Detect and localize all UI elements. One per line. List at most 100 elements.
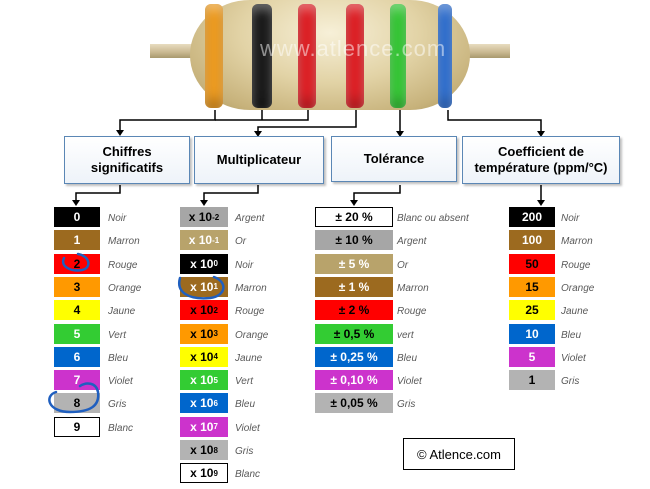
- multiplicateur-swatch: x 10 4: [180, 346, 228, 367]
- coefficient-value: 15: [525, 279, 539, 294]
- category-tolerance: Tolérance: [331, 136, 457, 182]
- coefficient-color-label: Noir: [561, 213, 580, 224]
- tolerance-swatch: ± 0,05 %: [315, 393, 393, 414]
- annotation-circle-2: [61, 252, 90, 272]
- chiffres-value: 1: [73, 233, 81, 248]
- multiplicateur-exponent: -2: [212, 212, 220, 222]
- coefficient-value: 5: [528, 349, 536, 364]
- tolerance-color-label: vert: [397, 329, 414, 341]
- chiffres-value: 8: [73, 396, 81, 411]
- coefficient-color-label: Rouge: [561, 259, 591, 271]
- chiffres-swatch: 4: [54, 300, 100, 321]
- tolerance-color-label: Violet: [397, 376, 422, 388]
- chiffres-value: 3: [73, 279, 81, 294]
- multiplicateur-value: x 10: [190, 256, 214, 271]
- annotation-circle-x101: [178, 275, 225, 300]
- multiplicateur-color-label: Bleu: [235, 399, 256, 411]
- chiffres-color-label: Noir: [108, 213, 127, 224]
- multiplicateur-value: x 10: [190, 326, 214, 341]
- chiffres-value: 4: [73, 303, 81, 318]
- coefficient-swatch: 25: [509, 300, 555, 321]
- chiffres-swatch: 2: [54, 253, 100, 274]
- multiplicateur-value: x 10: [190, 303, 214, 318]
- category-chiffres-significatifs: Chiffres significatifs: [64, 136, 190, 184]
- coefficient-color-label: Jaune: [561, 306, 589, 318]
- multiplicateur-swatch: x 10 6: [180, 393, 228, 414]
- resistor-illustration: www.atlence.com: [150, 0, 510, 112]
- multiplicateur-swatch: x 10 2: [180, 300, 228, 321]
- tolerance-value: ± 20 %: [335, 210, 373, 224]
- multiplicateur-color-label: Noir: [235, 259, 254, 271]
- resistor-band-4: [346, 4, 364, 108]
- coefficient-value: 1: [528, 373, 536, 388]
- coefficient-color-label: Marron: [561, 236, 593, 248]
- multiplicateur-color-label: Gris: [235, 446, 254, 457]
- multiplicateur-exponent: 6: [213, 398, 218, 408]
- multiplicateur-swatch: x 10 7: [180, 416, 228, 437]
- multiplicateur-value: x 10: [190, 396, 214, 411]
- category-coefficient-line1: Coefficient de: [498, 144, 584, 159]
- annotation-circle-8: [48, 382, 100, 414]
- chiffres-swatch: 5: [54, 323, 100, 344]
- chiffres-swatch: 1: [54, 230, 100, 251]
- tolerance-swatch: ± 0,10 %: [315, 370, 393, 391]
- tolerance-swatch: ± 10 %: [315, 230, 393, 251]
- chiffres-color-label: Blanc: [108, 422, 134, 434]
- category-chiffres-line2: significatifs: [90, 160, 164, 175]
- chiffres-color-label: Bleu: [108, 352, 129, 364]
- multiplicateur-value: x 10: [188, 233, 213, 248]
- chiffres-value: 0: [73, 210, 81, 224]
- chiffres-value: 5: [73, 326, 81, 341]
- tolerance-color-label: Marron: [397, 282, 429, 294]
- coefficient-value: 10: [525, 326, 539, 341]
- copyright-box: © Atlence.com: [403, 438, 515, 470]
- coefficient-swatch: 100: [509, 230, 555, 251]
- chiffres-color-label: Gris: [108, 399, 127, 411]
- tolerance-color-label: Argent: [397, 236, 427, 248]
- multiplicateur-color-label: Vert: [235, 376, 253, 388]
- chiffres-color-label: Marron: [108, 236, 140, 248]
- coefficient-value: 25: [525, 303, 539, 318]
- multiplicateur-exponent: 2: [213, 305, 218, 315]
- category-chiffres-line1: Chiffres: [102, 144, 152, 159]
- chiffres-swatch: 3: [54, 276, 100, 297]
- copyright-text: © Atlence.com: [416, 446, 501, 462]
- multiplicateur-exponent: 8: [213, 445, 218, 455]
- multiplicateur-swatch: x 10 -1: [180, 230, 228, 251]
- multiplicateur-value: x 10: [190, 466, 214, 481]
- multiplicateur-swatch: x 10 3: [180, 323, 228, 344]
- tolerance-value: ± 5 %: [338, 256, 370, 271]
- multiplicateur-exponent: 4: [213, 352, 218, 362]
- chiffres-color-label: Rouge: [108, 259, 138, 271]
- resistor-band-3: [298, 4, 316, 108]
- multiplicateur-color-label: Violet: [235, 422, 260, 434]
- tolerance-color-label: Or: [397, 259, 409, 271]
- tolerance-color-label: Blanc ou absent: [397, 213, 469, 224]
- multiplicateur-value: x 10: [190, 373, 214, 388]
- watermark: www.atlence.com: [260, 36, 447, 61]
- multiplicateur-color-label: Or: [235, 236, 247, 248]
- multiplicateur-color-label: Jaune: [235, 352, 263, 364]
- tolerance-swatch: ± 5 %: [315, 253, 393, 274]
- multiplicateur-color-label: Argent: [235, 213, 265, 224]
- multiplicateur-swatch: x 10 0: [180, 253, 228, 274]
- multiplicateur-exponent: 7: [213, 422, 218, 432]
- multiplicateur-color-label: Orange: [235, 329, 269, 341]
- multiplicateur-color-label: Marron: [235, 282, 267, 294]
- multiplicateur-color-label: Blanc: [235, 469, 261, 481]
- coefficient-color-label: Bleu: [561, 329, 582, 341]
- coefficient-value: 100: [521, 233, 543, 248]
- resistor-band-2: [252, 4, 272, 108]
- tolerance-color-label: Bleu: [397, 352, 418, 364]
- tolerance-swatch: ± 0,25 %: [315, 346, 393, 367]
- multiplicateur-exponent: 1: [213, 282, 218, 292]
- tolerance-swatch: ± 1 %: [315, 276, 393, 297]
- multiplicateur-exponent: 3: [213, 329, 218, 338]
- multiplicateur-exponent: 9: [213, 468, 218, 478]
- tolerance-color-label: Gris: [397, 399, 416, 411]
- coefficient-swatch: 200: [509, 207, 555, 227]
- resistor-body: [190, 0, 470, 110]
- resistor-band-6: [438, 4, 452, 108]
